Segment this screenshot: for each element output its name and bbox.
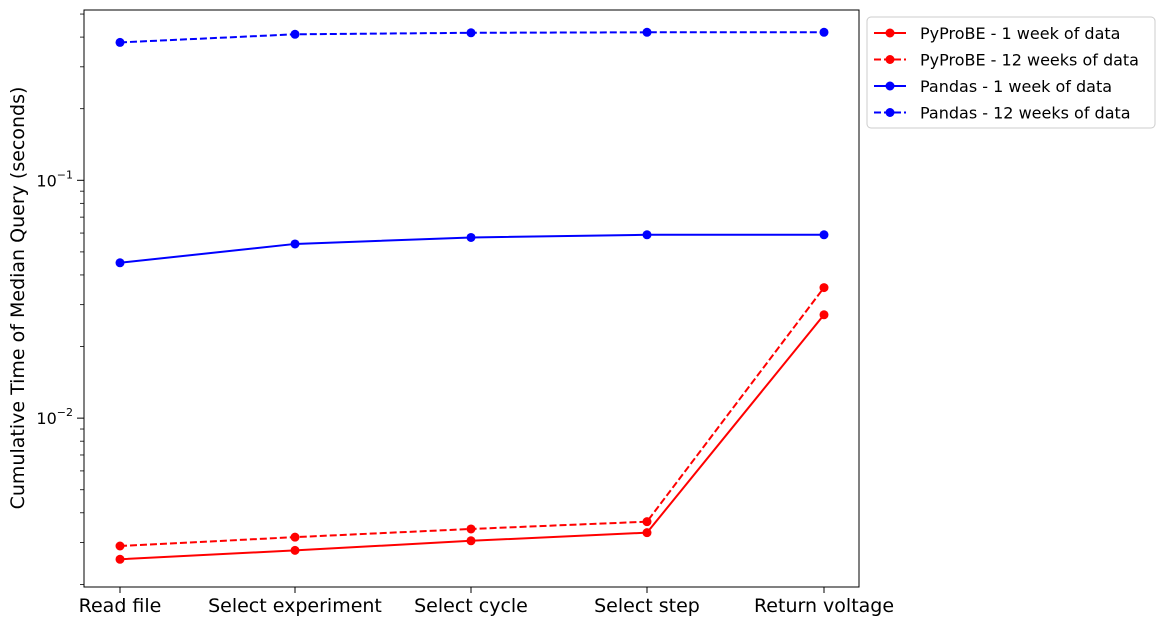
legend-marker	[885, 55, 895, 64]
y-tick-label: 10−2	[36, 406, 73, 428]
data-point	[115, 258, 125, 268]
series-1	[115, 283, 829, 551]
data-point	[642, 528, 652, 538]
x-tick-label: Select cycle	[414, 595, 528, 617]
x-tick-label: Read file	[79, 595, 162, 617]
data-point	[115, 554, 125, 564]
data-point	[819, 310, 829, 320]
legend-marker	[885, 108, 895, 117]
series-layer	[115, 27, 829, 564]
data-point	[466, 232, 476, 242]
x-tick-label: Return voltage	[754, 595, 894, 617]
legend-entry: PyProBE - 12 weeks of data	[874, 51, 1139, 70]
y-tick-label: 10−1	[36, 168, 73, 190]
series-line	[119, 286, 825, 547]
y-axis-label: Cumulative Time of Median Query (seconds…	[7, 87, 29, 510]
data-point	[466, 28, 476, 38]
data-point	[115, 37, 125, 47]
data-point	[290, 239, 300, 249]
legend-box	[866, 16, 1156, 129]
data-point	[290, 532, 300, 542]
legend-marker	[885, 81, 895, 91]
plot-frame	[83, 9, 860, 588]
legend-marker	[885, 28, 895, 38]
data-point	[290, 29, 300, 39]
series-0	[115, 310, 829, 564]
x-axis-ticks: Read file Select experiment Select cycle Se…	[79, 587, 894, 617]
x-tick-label: Select step	[594, 595, 700, 617]
series-line	[119, 314, 825, 561]
data-point	[819, 27, 829, 37]
data-point	[290, 545, 300, 555]
x-tick-label: Select experiment	[208, 595, 382, 617]
data-point	[642, 27, 652, 37]
data-point	[466, 536, 476, 546]
y-axis-ticks: 10−1 10−2	[36, 13, 84, 585]
legend-entry: Pandas - 1 week of data	[874, 77, 1112, 96]
legend-label: Pandas - 12 weeks of data	[920, 104, 1131, 123]
series-2	[115, 230, 829, 268]
legend-entry: PyProBE - 1 week of data	[874, 24, 1120, 43]
data-point	[115, 541, 125, 551]
legend-label: Pandas - 1 week of data	[920, 77, 1112, 96]
series-3	[115, 27, 829, 47]
data-point	[819, 230, 829, 240]
data-point	[819, 283, 829, 293]
legend-label: PyProBE - 1 week of data	[920, 24, 1120, 43]
legend: PyProBE - 1 week of data PyProBE - 12 wee…	[866, 16, 1156, 129]
data-point	[466, 524, 476, 534]
legend-entry: Pandas - 12 weeks of data	[874, 104, 1131, 123]
data-point	[642, 230, 652, 240]
data-point	[642, 517, 652, 527]
legend-label: PyProBE - 12 weeks of data	[920, 51, 1139, 70]
